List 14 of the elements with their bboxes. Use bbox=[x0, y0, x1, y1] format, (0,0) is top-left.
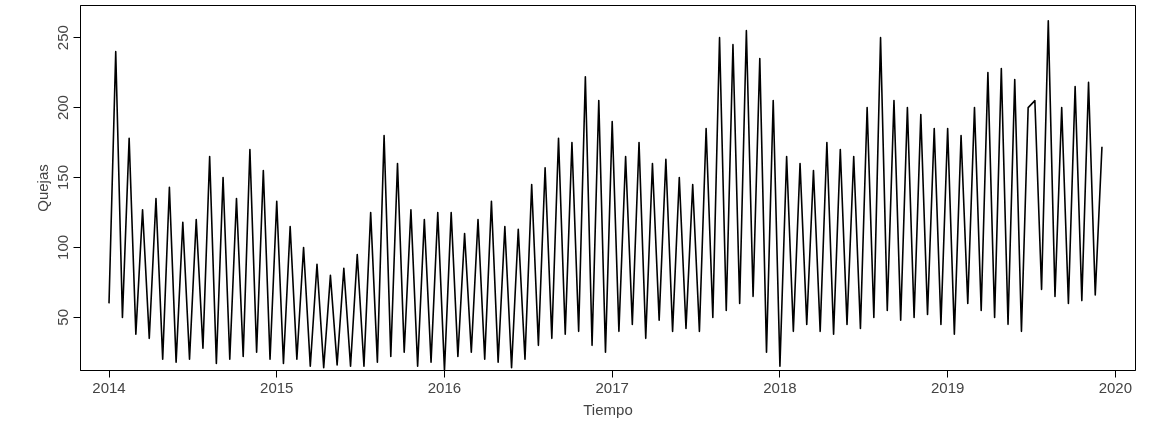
x-tick-label: 2016 bbox=[427, 378, 462, 396]
y-tick-label: 200 bbox=[54, 95, 72, 121]
y-tick-label: 100 bbox=[54, 234, 72, 260]
x-tick-label: 2017 bbox=[595, 378, 629, 396]
y-tick-label: 50 bbox=[54, 309, 72, 326]
x-tick-label: 2015 bbox=[260, 378, 294, 396]
y-tick-label: 150 bbox=[54, 164, 72, 191]
x-tick-label: 2020 bbox=[1098, 378, 1133, 396]
x-axis-title: Tiempo bbox=[583, 400, 633, 418]
y-axis-title: Quejas bbox=[33, 164, 51, 212]
x-tick-label: 2018 bbox=[763, 378, 797, 396]
x-tick-label: 2019 bbox=[930, 378, 965, 396]
y-tick-label: 250 bbox=[54, 25, 72, 51]
x-tick-label: 2014 bbox=[92, 378, 126, 396]
